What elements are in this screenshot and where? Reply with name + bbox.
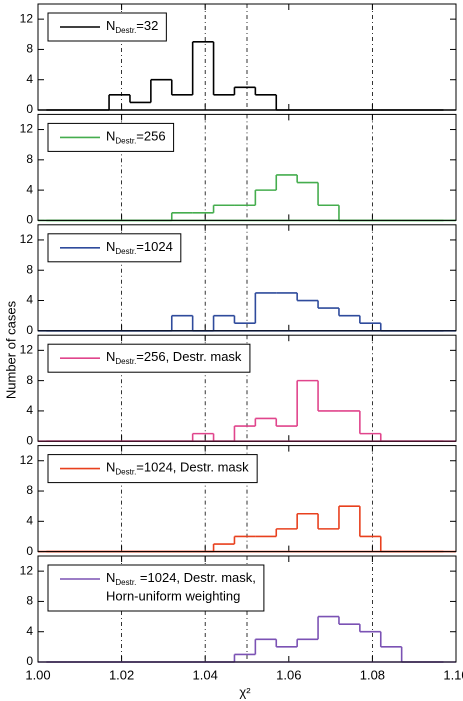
legend-label: Horn-uniform weighting <box>106 588 240 603</box>
legend-sub: Destr. <box>115 357 136 366</box>
y-tick-label: 8 <box>26 262 33 276</box>
y-tick-label: 12 <box>20 563 34 577</box>
y-tick-label: 4 <box>26 513 33 527</box>
legend: NDestr.=256, Destr. mask <box>47 343 251 373</box>
legend-label: NDestr.=256 <box>106 129 166 146</box>
legend-rest: =256 <box>136 129 165 144</box>
legend-rest: =1024 <box>136 239 173 254</box>
legend-rest: =256, Destr. mask <box>136 350 242 365</box>
y-tick-label: 8 <box>26 373 33 387</box>
x-tick-label: 1.02 <box>109 667 134 682</box>
y-tick-label: 8 <box>26 594 33 608</box>
y-tick-label: 4 <box>26 403 33 417</box>
legend-main: N <box>106 350 115 365</box>
x-tick-label: 1.00 <box>25 667 50 682</box>
y-tick-label: 0 <box>26 433 33 447</box>
y-tick-label: 0 <box>26 102 33 116</box>
legend-sub: Destr. <box>115 247 136 256</box>
y-tick-label: 8 <box>26 42 33 56</box>
y-tick-label: 12 <box>20 453 34 467</box>
legend-sub: Destr. <box>115 137 136 146</box>
y-tick-label: 0 <box>26 213 33 227</box>
x-tick-label: 1.04 <box>193 667 218 682</box>
legend-rest: =1024, Destr. mask <box>136 460 249 475</box>
legend-main: N <box>106 570 115 585</box>
y-tick-label: 12 <box>20 11 34 25</box>
y-tick-label: 4 <box>26 182 33 196</box>
y-tick-label: 4 <box>26 293 33 307</box>
y-tick-label: 12 <box>20 343 34 357</box>
panel-frame <box>37 113 457 221</box>
legend: NDestr. =1024, Destr. mask,Horn-uniform … <box>47 564 265 612</box>
y-tick-label: 12 <box>20 122 34 136</box>
panel-frame <box>37 3 457 111</box>
legend-main: N <box>106 460 115 475</box>
x-tick-label: 1.08 <box>360 667 385 682</box>
panel-frame <box>37 445 457 553</box>
legend-main: N <box>106 18 115 33</box>
legend-main: N <box>106 239 115 254</box>
x-axis-label: χ² <box>239 684 251 699</box>
legend-sub: Destr. <box>115 468 136 477</box>
legend: NDestr.=1024 <box>47 233 182 263</box>
y-tick-label: 0 <box>26 654 33 668</box>
y-tick-label: 0 <box>26 544 33 558</box>
legend-label: NDestr.=1024, Destr. mask <box>106 460 249 477</box>
y-tick-label: 4 <box>26 624 33 638</box>
legend: NDestr.=256 <box>47 122 175 152</box>
y-axis-label: Number of cases <box>3 300 18 399</box>
legend-label: NDestr. =1024, Destr. mask, <box>106 570 256 587</box>
panel-frame <box>37 555 457 663</box>
legend: NDestr.=32 <box>47 12 167 42</box>
panel-frame <box>37 224 457 332</box>
x-tick-label: 1.10 <box>443 667 463 682</box>
legend-sub: Destr. <box>115 578 136 587</box>
legend-label: NDestr.=32 <box>106 18 158 35</box>
legend: NDestr.=1024, Destr. mask <box>47 454 258 484</box>
y-tick-label: 8 <box>26 483 33 497</box>
y-tick-label: 4 <box>26 72 33 86</box>
y-tick-label: 12 <box>20 232 34 246</box>
y-tick-label: 0 <box>26 323 33 337</box>
y-tick-label: 8 <box>26 152 33 166</box>
legend-sub: Destr. <box>115 26 136 35</box>
legend-label: NDestr.=1024 <box>106 239 173 256</box>
legend-box <box>47 564 265 612</box>
legend-rest: =32 <box>136 18 158 33</box>
legend-label: NDestr.=256, Destr. mask <box>106 350 242 367</box>
legend-main: N <box>106 129 115 144</box>
x-tick-label: 1.06 <box>276 667 301 682</box>
legend-box <box>47 233 182 263</box>
panel-frame <box>37 334 457 442</box>
legend-rest: =1024, Destr. mask, <box>136 570 256 585</box>
